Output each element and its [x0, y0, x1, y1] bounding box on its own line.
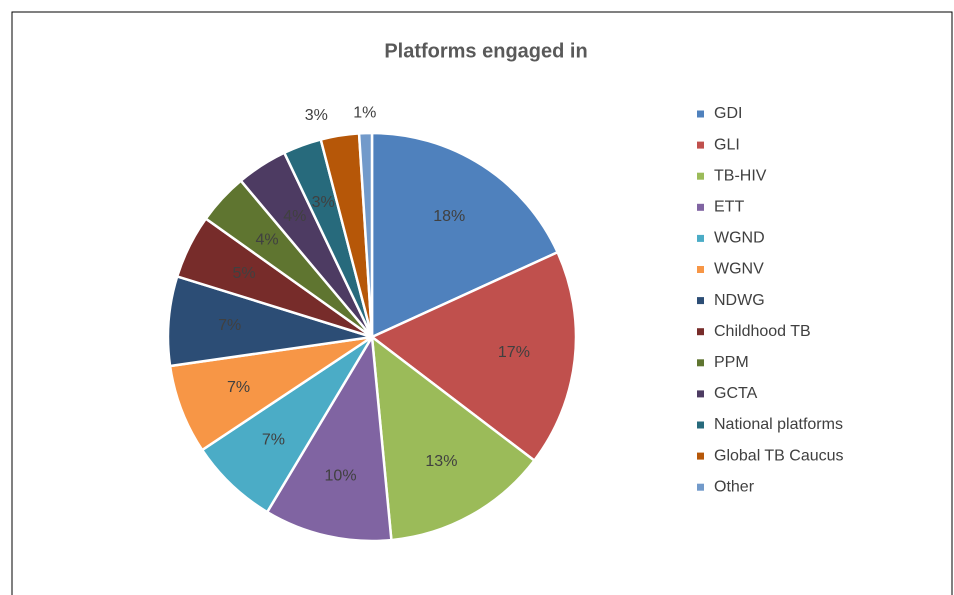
legend-label: TB-HIV: [714, 167, 767, 184]
data-label: 10%: [325, 468, 357, 485]
pie-slice: [265, 333, 393, 543]
legend-swatch: [697, 390, 704, 398]
legend-swatch: [697, 172, 704, 180]
legend-label: GLI: [714, 136, 740, 153]
legend-swatch: [697, 141, 704, 149]
pie-slice: [369, 250, 578, 463]
data-label: 17%: [498, 344, 530, 361]
legend-swatch: [697, 483, 704, 491]
legend-label: National platforms: [714, 416, 843, 433]
legend-swatch: [697, 297, 704, 305]
data-label: 1%: [353, 104, 376, 121]
legend-label: NDWG: [714, 292, 765, 309]
legend-swatch: [697, 203, 704, 211]
legend-label: GCTA: [714, 385, 758, 402]
legend-swatch: [697, 110, 704, 118]
data-label: 3%: [312, 194, 335, 211]
legend-label: ETT: [714, 199, 744, 216]
data-label: 18%: [433, 208, 465, 225]
legend-swatch: [697, 421, 704, 429]
legend-swatch: [697, 328, 704, 336]
data-label: 5%: [232, 265, 255, 282]
pie-slice: [370, 334, 537, 542]
data-label: 7%: [262, 432, 285, 449]
legend-swatch: [697, 266, 704, 273]
data-label: 4%: [283, 208, 306, 225]
data-label: 3%: [305, 107, 328, 124]
legend-swatch: [697, 452, 704, 460]
legend-label: Childhood TB: [714, 323, 811, 340]
legend-label: WGNV: [714, 261, 764, 278]
data-label: 7%: [218, 317, 241, 334]
pie-slice: [370, 131, 560, 339]
legend-label: WGND: [714, 230, 765, 247]
data-label: 4%: [256, 231, 279, 248]
legend-swatch: [697, 234, 704, 242]
legend-label: Global TB Caucus: [714, 447, 844, 464]
legend-swatch: [697, 359, 704, 367]
legend-label: GDI: [714, 105, 742, 122]
chart-title: Platforms engaged in: [384, 40, 587, 62]
legend-label: Other: [714, 478, 755, 495]
legend-label: PPM: [714, 354, 749, 371]
data-label: 13%: [425, 453, 457, 470]
data-label: 7%: [227, 379, 250, 396]
pie-slice: [357, 131, 374, 338]
